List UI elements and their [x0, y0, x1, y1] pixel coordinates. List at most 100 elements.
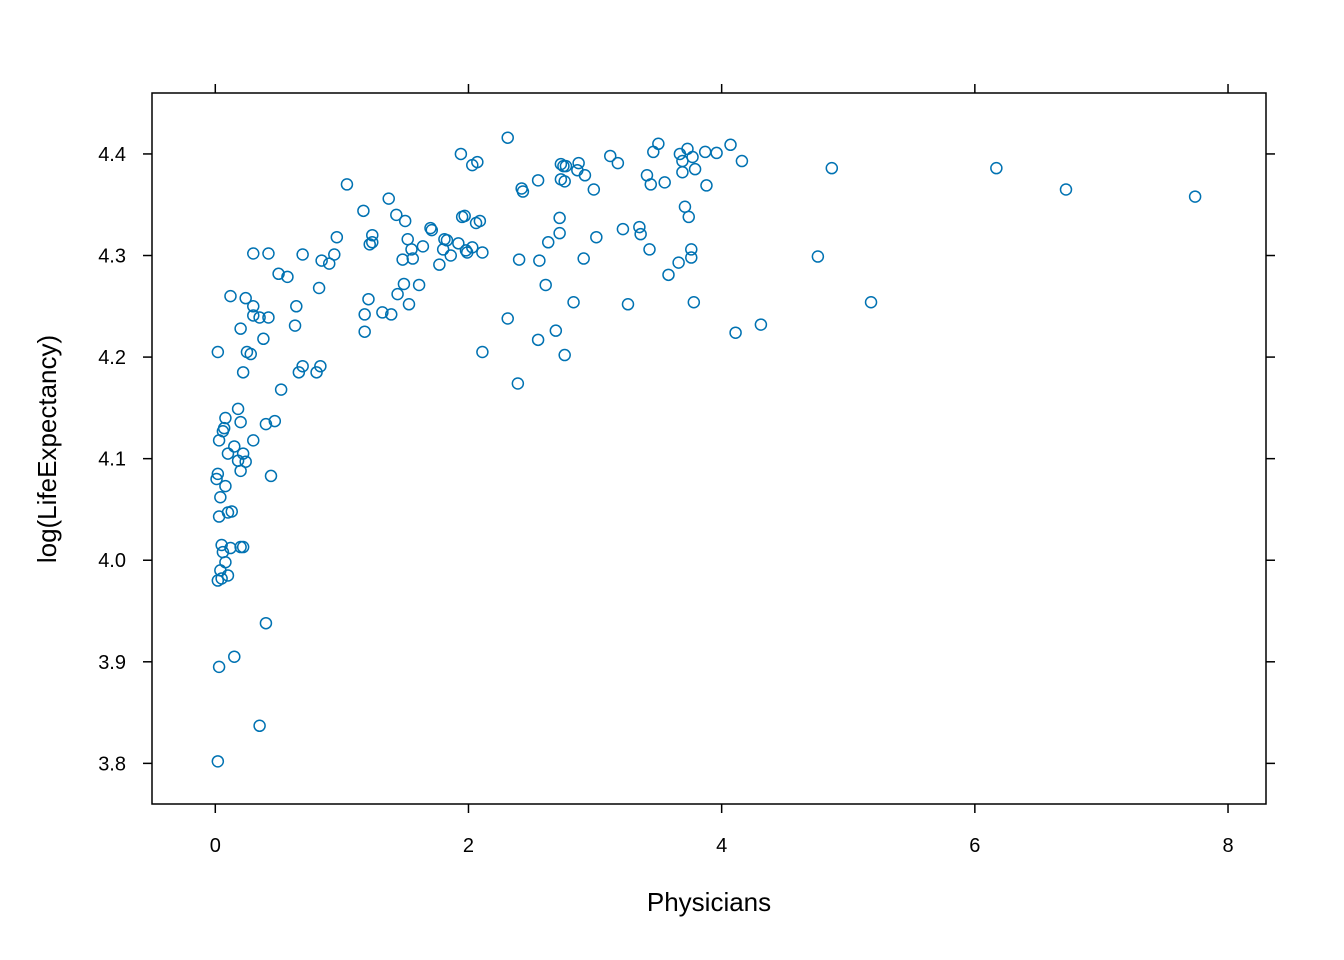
data-point: [234, 540, 247, 554]
data-point: [425, 223, 439, 237]
data-point: [221, 447, 235, 460]
x-tick-label: 8: [1222, 835, 1233, 857]
y-tick-label: 3.8: [98, 753, 126, 775]
data-point: [1059, 183, 1073, 196]
data-point: [216, 545, 230, 559]
data-point: [459, 244, 473, 257]
data-point: [611, 156, 625, 170]
data-point: [225, 505, 239, 518]
y-tick-label: 3.9: [98, 652, 126, 674]
data-point: [567, 295, 580, 309]
data-point: [402, 298, 416, 311]
data-point: [268, 414, 282, 428]
data-point: [328, 248, 341, 261]
data-point: [549, 324, 563, 337]
data-point: [215, 572, 228, 585]
data-point: [211, 467, 225, 481]
data-point: [214, 491, 227, 504]
data-point: [440, 234, 454, 247]
data-point: [236, 447, 250, 460]
x-tick-label: 4: [716, 835, 727, 857]
data-point: [643, 243, 656, 256]
data-point: [247, 247, 260, 260]
data-point: [357, 204, 370, 218]
data-point: [577, 252, 590, 265]
data-point: [559, 159, 573, 173]
data-point: [454, 147, 468, 161]
data-point: [396, 253, 409, 266]
data-point: [735, 154, 749, 168]
x-axis: 0 2 4 6 8: [210, 84, 1234, 857]
data-point: [272, 267, 285, 281]
data-point: [234, 322, 247, 335]
data-point: [681, 142, 694, 156]
data-point: [466, 241, 479, 254]
data-point: [698, 145, 712, 159]
data-point: [553, 211, 566, 225]
data-point: [587, 183, 601, 196]
data-point: [412, 278, 426, 292]
data-point: [259, 417, 273, 431]
data-point: [219, 556, 232, 569]
data-point: [401, 233, 414, 246]
data-point: [234, 415, 247, 429]
data-point: [405, 243, 418, 256]
data-point: [398, 214, 412, 228]
data-point: [685, 243, 698, 256]
data-point: [406, 252, 420, 265]
data-point: [825, 161, 839, 175]
data-point: [358, 325, 371, 338]
data-point: [236, 366, 250, 379]
data-point: [557, 159, 570, 173]
data-point: [687, 295, 701, 309]
y-axis: 3.8 3.9 4.0 4.1 4.2 4.3 4.4: [98, 144, 1275, 775]
data-point: [452, 237, 465, 250]
data-point: [239, 291, 252, 305]
data-point: [644, 178, 658, 191]
data-point: [362, 292, 375, 306]
data-point: [473, 214, 487, 228]
data-point: [211, 345, 225, 359]
data-point: [458, 209, 471, 223]
x-axis-title: Physicians: [647, 887, 771, 917]
data-point: [501, 312, 514, 325]
data-point: [312, 281, 326, 295]
data-point: [315, 254, 328, 267]
y-tick-label: 4.2: [98, 347, 126, 369]
data-point: [476, 345, 489, 359]
data-point: [262, 247, 275, 260]
data-point: [652, 137, 665, 151]
data-point: [390, 208, 403, 222]
data-point: [511, 377, 525, 390]
data-point: [710, 146, 723, 160]
data-point: [215, 538, 228, 552]
data-point: [558, 348, 571, 362]
data-point: [376, 306, 389, 319]
data-point: [433, 258, 446, 271]
data-point: [754, 318, 768, 331]
y-tick-label: 4.0: [98, 550, 126, 572]
y-axis-title: log(LifeExpectancy): [32, 335, 62, 563]
data-point: [416, 240, 430, 253]
data-point: [424, 221, 437, 235]
data-point: [541, 236, 555, 249]
data-point: [533, 254, 546, 267]
data-point: [688, 162, 702, 176]
data-point: [633, 220, 646, 234]
data-point: [811, 250, 825, 263]
data-point: [673, 147, 687, 161]
data-point: [274, 383, 288, 396]
data-point: [340, 178, 354, 191]
data-point: [247, 309, 260, 322]
data-point: [310, 366, 323, 379]
data-point: [212, 660, 226, 674]
data-point: [228, 440, 241, 453]
data-point: [239, 455, 252, 468]
data-point: [210, 472, 223, 486]
data-point: [553, 226, 566, 240]
data-point: [224, 541, 237, 555]
data-points: [210, 131, 1202, 768]
data-point: [531, 174, 545, 187]
y-tick-label: 4.1: [98, 449, 126, 471]
data-point: [512, 253, 526, 266]
